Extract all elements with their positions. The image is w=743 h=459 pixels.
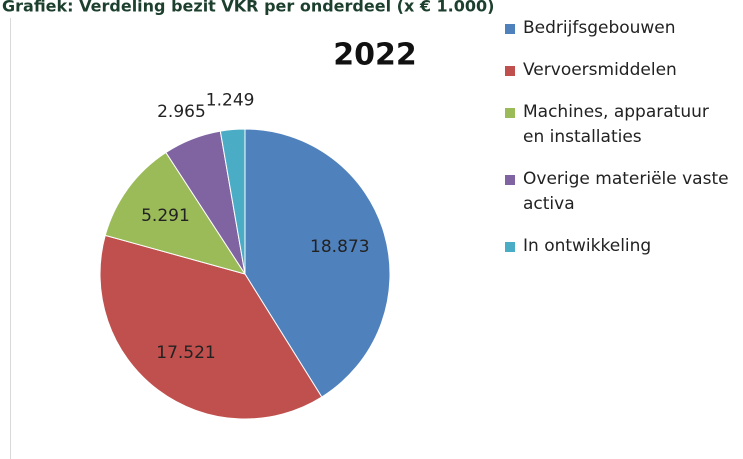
legend-swatch xyxy=(505,242,515,252)
legend-label: Bedrijfsgebouwen xyxy=(523,18,676,38)
data-label: 18.873 xyxy=(310,237,369,257)
legend-swatch xyxy=(505,175,515,185)
legend-swatch xyxy=(505,66,515,76)
legend-label: In ontwikkeling xyxy=(523,236,652,256)
legend: Bedrijfsgebouwen Vervoersmiddelen Machines… xyxy=(505,16,735,276)
chart-subtitle: 2022 xyxy=(333,38,417,73)
legend-item: Machines, apparatuur en installaties xyxy=(505,100,735,150)
legend-swatch xyxy=(505,24,515,34)
pie-slice xyxy=(219,128,246,275)
legend-label: Overige materiële vaste activa xyxy=(523,169,729,214)
data-label: 5.291 xyxy=(141,206,190,226)
legend-item: Vervoersmiddelen xyxy=(505,58,735,83)
data-label: 1.249 xyxy=(206,91,255,111)
legend-label: Machines, apparatuur en installaties xyxy=(523,102,709,147)
pie-slice xyxy=(99,234,323,420)
data-label: 2.965 xyxy=(157,102,206,122)
legend-swatch xyxy=(505,108,515,118)
legend-item: Bedrijfsgebouwen xyxy=(505,16,735,41)
legend-item: Overige materiële vaste activa xyxy=(505,167,735,217)
pie-slice xyxy=(104,151,247,275)
chart-title: Grafiek: Verdeling bezit VKR per onderde… xyxy=(2,0,494,16)
pie-slice xyxy=(244,128,391,398)
legend-label: Vervoersmiddelen xyxy=(523,60,677,80)
data-label: 17.521 xyxy=(156,343,215,363)
legend-item: In ontwikkeling xyxy=(505,234,735,259)
